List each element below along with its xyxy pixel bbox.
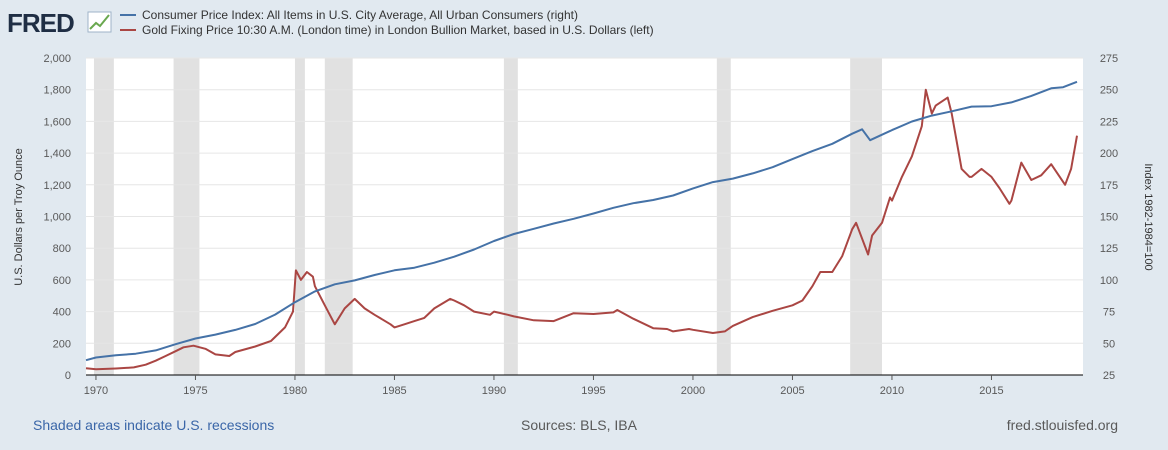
x-tick-label: 1985 xyxy=(382,385,406,397)
right-tick-label: 50 xyxy=(1103,338,1115,350)
left-axis-label: U.S. Dollars per Troy Ounce xyxy=(13,148,25,286)
left-tick-label: 1,800 xyxy=(43,85,71,97)
recession-note: Shaded areas indicate U.S. recessions xyxy=(33,417,275,433)
gridlines xyxy=(86,57,1083,344)
right-tick-label: 100 xyxy=(1100,275,1118,287)
left-tick-label: 200 xyxy=(53,338,71,350)
left-axis-ticks: 0 200 400 600 800 1,000 1,200 1,400 1,600 1,800 2,… xyxy=(43,53,71,382)
left-tick-label: 1,600 xyxy=(43,116,71,128)
x-tick-label: 1970 xyxy=(84,385,108,397)
x-tick-label: 1980 xyxy=(283,385,307,397)
x-tick-label: 2015 xyxy=(979,385,1003,397)
x-tick-label: 2010 xyxy=(880,385,904,397)
x-tick-label: 2000 xyxy=(681,385,705,397)
right-tick-label: 250 xyxy=(1100,85,1118,97)
x-tick-label: 1995 xyxy=(581,385,605,397)
right-tick-label: 25 xyxy=(1103,370,1115,382)
right-tick-label: 150 xyxy=(1100,212,1118,224)
right-tick-label: 75 xyxy=(1103,307,1115,319)
fred-logo[interactable]: FRED xyxy=(7,8,112,38)
series-line-cpi[interactable] xyxy=(85,80,1078,362)
logo-graph-icon xyxy=(87,11,112,33)
series-line-gold[interactable] xyxy=(85,88,1078,371)
legend-label[interactable]: Consumer Price Index: All Items in U.S. … xyxy=(142,8,578,22)
fred-logo-text: FRED xyxy=(7,8,74,38)
series-lines xyxy=(85,80,1078,371)
right-tick-label: 225 xyxy=(1100,116,1118,128)
right-tick-label: 175 xyxy=(1100,180,1118,192)
right-tick-label: 125 xyxy=(1100,243,1118,255)
x-tick-label: 2005 xyxy=(780,385,804,397)
left-tick-label: 2,000 xyxy=(43,53,71,65)
right-tick-label: 200 xyxy=(1100,148,1118,160)
left-tick-label: 600 xyxy=(53,275,71,287)
right-axis-ticks: 25 50 75 100 125 150 175 200 225 250 275 xyxy=(1100,53,1118,382)
left-tick-label: 1,200 xyxy=(43,180,71,192)
left-tick-label: 800 xyxy=(53,243,71,255)
right-tick-label: 275 xyxy=(1100,53,1118,65)
left-tick-label: 400 xyxy=(53,307,71,319)
x-tick-label: 1975 xyxy=(183,385,207,397)
x-axis-ticks: 1970 1975 1980 1985 1990 1995 2000 2005 2010 2015 xyxy=(84,375,1004,397)
sources: Sources: BLS, IBA xyxy=(521,417,637,433)
right-axis-label: Index 1982-1984=100 xyxy=(1142,163,1154,270)
left-tick-label: 1,000 xyxy=(43,212,71,224)
site-link[interactable]: fred.stlouisfed.org xyxy=(1006,417,1118,433)
x-tick-label: 1990 xyxy=(482,385,506,397)
left-tick-label: 0 xyxy=(65,370,71,382)
legend: Consumer Price Index: All Items in U.S. … xyxy=(120,8,654,37)
legend-label[interactable]: Gold Fixing Price 10:30 A.M. (London tim… xyxy=(142,23,654,37)
left-tick-label: 1,400 xyxy=(43,148,71,160)
